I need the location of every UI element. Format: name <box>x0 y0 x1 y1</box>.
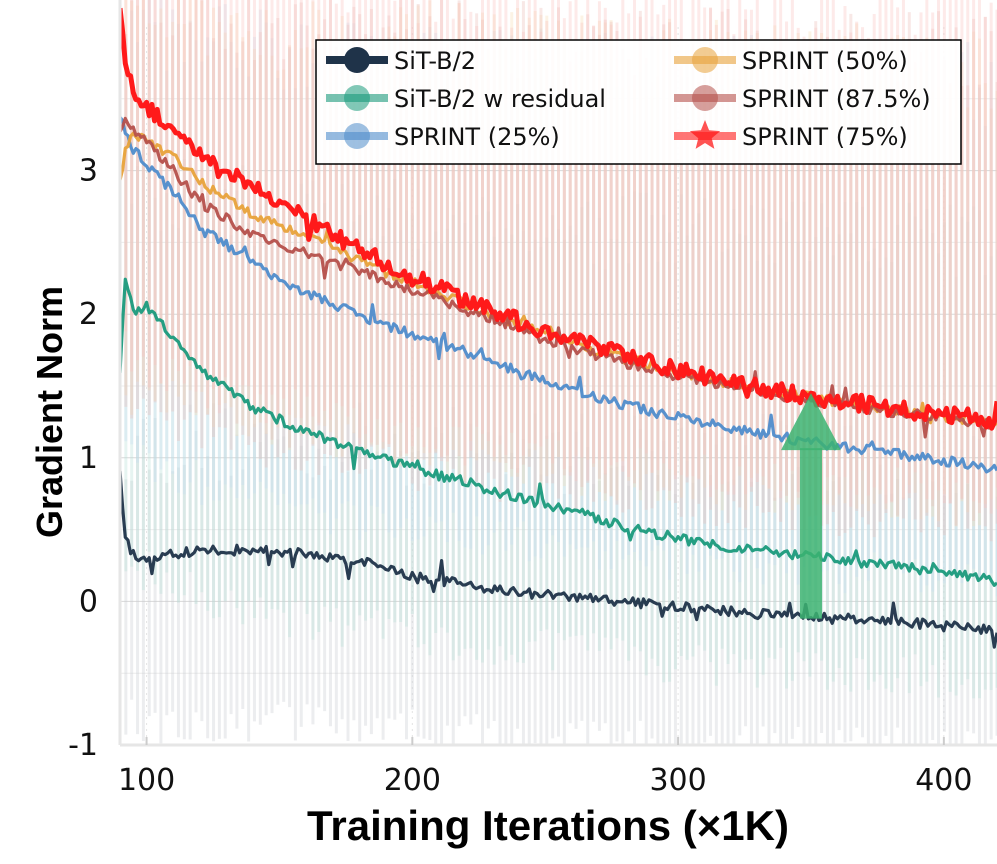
x-tick-label: 400 <box>915 763 972 798</box>
x-tick-label: 300 <box>649 763 706 798</box>
y-tick-label: 2 <box>79 297 98 332</box>
arrow-shaft <box>799 448 822 619</box>
legend-label: SiT-B/2 <box>394 47 476 75</box>
y-tick-label: 0 <box>79 584 98 619</box>
axes: -1 0 1 2 3 100 200 300 400 <box>68 0 997 798</box>
line-sprint-25 <box>120 116 997 474</box>
legend-label: SPRINT (50%) <box>742 47 908 75</box>
legend-label: SPRINT (75%) <box>742 123 908 151</box>
x-tick-label: 200 <box>384 763 441 798</box>
legend-marker-circle <box>344 123 370 149</box>
y-tick-label: 3 <box>79 154 98 189</box>
annotations <box>780 393 841 619</box>
legend-item-sprint-25: SPRINT (25%) <box>326 123 560 151</box>
legend: SiT-B/2 SPRINT (50%) SiT-B/2 w residual SPR… <box>315 39 962 165</box>
legend-item-sprint-50: SPRINT (50%) <box>674 47 908 75</box>
line-sit-b-2-w-residual <box>120 277 997 587</box>
legend-marker-circle <box>692 85 718 111</box>
y-tick-label: -1 <box>68 728 98 763</box>
series-lines <box>120 7 997 649</box>
legend-label: SPRINT (25%) <box>394 123 560 151</box>
legend-item-sprint-75: SPRINT (75%) <box>674 120 908 151</box>
legend-marker-circle <box>344 47 370 73</box>
arrow-head <box>780 393 841 451</box>
y-axis-title: Gradient Norm <box>29 286 70 538</box>
legend-marker-circle <box>692 47 718 73</box>
legend-item-sit-b-2: SiT-B/2 <box>326 47 476 75</box>
legend-item-sprint-87-5: SPRINT (87.5%) <box>674 85 931 113</box>
legend-box <box>315 39 962 165</box>
legend-label: SPRINT (87.5%) <box>742 85 931 113</box>
line-sprint-75 <box>120 7 997 431</box>
x-axis-title: Training Iterations (×1K) <box>307 802 789 849</box>
legend-marker-circle <box>344 85 370 111</box>
x-tick-label: 100 <box>118 763 175 798</box>
legend-item-sit-b-2-w-residual: SiT-B/2 w residual <box>326 85 606 113</box>
legend-label: SiT-B/2 w residual <box>394 85 606 113</box>
legend-marker-star <box>689 120 721 149</box>
y-tick-label: 1 <box>79 441 98 476</box>
line-sit-b-2 <box>120 470 997 649</box>
band-sit-b-2-w-residual <box>120 140 997 699</box>
